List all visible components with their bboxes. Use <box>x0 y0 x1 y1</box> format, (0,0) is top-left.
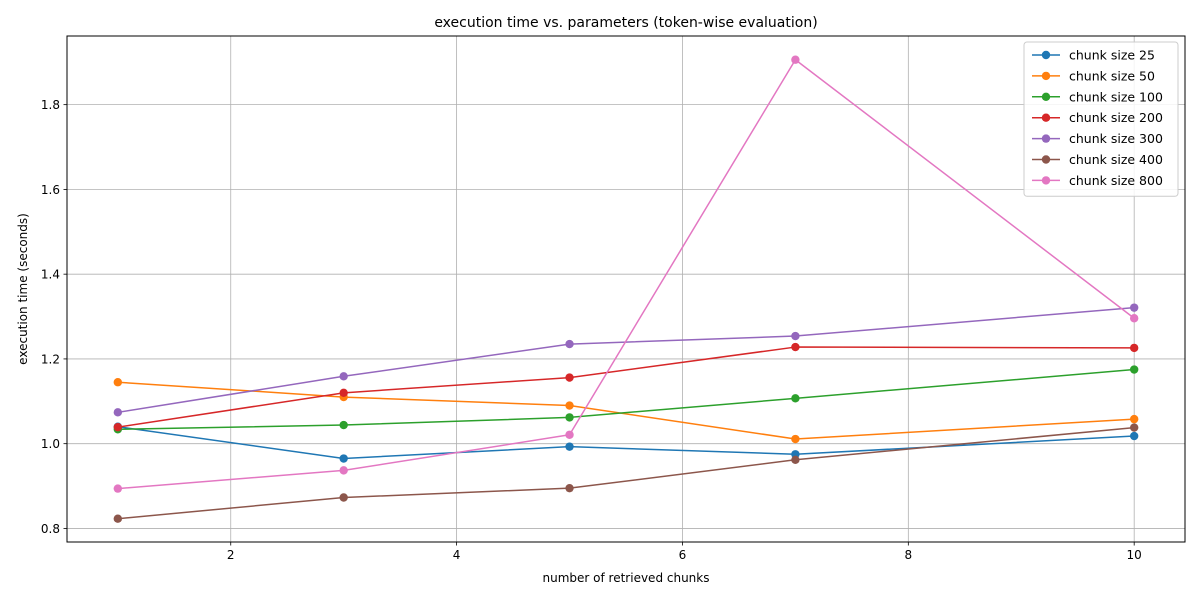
data-point <box>565 339 574 349</box>
legend-marker <box>1041 113 1051 122</box>
legend-entry: chunk size 400 <box>1032 152 1163 167</box>
data-point <box>113 378 123 387</box>
data-point <box>339 493 348 502</box>
data-point <box>791 394 800 403</box>
legend-marker <box>1041 71 1051 81</box>
data-point <box>1129 303 1139 312</box>
series-chunk-size-400 <box>113 423 1139 523</box>
y-axis-label: execution time (seconds) <box>16 213 30 365</box>
data-point <box>565 483 574 493</box>
data-point <box>113 484 123 493</box>
x-tick-label: 4 <box>453 548 461 562</box>
data-point <box>339 454 348 463</box>
y-tick-label: 1.8 <box>41 98 60 112</box>
data-point <box>791 55 800 64</box>
x-tick-label: 8 <box>905 548 913 562</box>
data-point <box>565 413 574 422</box>
x-tick-label: 6 <box>679 548 687 562</box>
legend-marker <box>1041 50 1051 60</box>
legend-label: chunk size 300 <box>1069 131 1163 146</box>
legend-label: chunk size 200 <box>1069 110 1163 125</box>
data-point <box>791 331 800 341</box>
data-point <box>791 342 800 352</box>
data-point <box>565 373 574 382</box>
data-point <box>1129 365 1139 374</box>
series-layer <box>113 55 1139 523</box>
x-tick-label: 10 <box>1127 548 1142 562</box>
series-chunk-size-300 <box>113 303 1139 417</box>
legend-entry: chunk size 100 <box>1032 89 1163 104</box>
data-point <box>113 408 123 417</box>
data-point <box>1129 314 1139 323</box>
data-point <box>339 466 348 475</box>
legend-marker <box>1041 155 1051 164</box>
data-point <box>791 455 800 464</box>
series-chunk-size-50 <box>113 378 1139 444</box>
chart-title: execution time vs. parameters (token-wis… <box>434 15 817 31</box>
data-point <box>113 514 123 523</box>
legend-entry: chunk size 50 <box>1032 68 1155 83</box>
data-point <box>565 430 574 439</box>
x-tick-label: 2 <box>227 548 235 562</box>
data-point <box>113 422 123 432</box>
plot-frame <box>66 35 1186 543</box>
y-tick-label: 1.0 <box>41 437 60 451</box>
data-point <box>565 442 574 451</box>
series-chunk-size-800 <box>113 55 1139 493</box>
series-chunk-size-100 <box>113 365 1139 434</box>
data-point <box>791 434 800 444</box>
data-point <box>339 420 348 430</box>
series-chunk-size-200 <box>113 342 1139 432</box>
data-point <box>1129 423 1139 432</box>
grid <box>67 36 1185 542</box>
legend-label: chunk size 400 <box>1069 152 1163 167</box>
data-point <box>565 401 574 410</box>
legend-marker <box>1041 92 1051 102</box>
legend-entry: chunk size 800 <box>1032 173 1163 188</box>
legend-label: chunk size 800 <box>1069 173 1163 188</box>
y-tick-label: 1.2 <box>41 352 60 366</box>
x-axis: 2 4 6 8 10 <box>227 542 1142 562</box>
legend-box <box>1023 41 1179 197</box>
legend-label: chunk size 50 <box>1069 68 1155 83</box>
legend-label: chunk size 25 <box>1069 48 1155 63</box>
data-point <box>1129 343 1139 353</box>
data-point <box>1129 414 1139 424</box>
legend-entry: chunk size 200 <box>1032 110 1163 125</box>
legend-label: chunk size 100 <box>1069 89 1163 104</box>
data-point <box>1129 431 1139 441</box>
y-axis: 0.8 1.0 1.2 1.4 1.6 1.8 <box>41 98 67 536</box>
legend-marker <box>1041 176 1051 185</box>
x-axis-label: number of retrieved chunks <box>543 571 710 585</box>
legend: chunk size 25 chunk size 50 chunk size 100… <box>1023 41 1179 197</box>
data-point <box>339 372 348 381</box>
y-tick-label: 1.4 <box>41 268 60 282</box>
y-tick-label: 0.8 <box>41 522 60 536</box>
legend-entry: chunk size 300 <box>1032 131 1163 146</box>
y-tick-label: 1.6 <box>41 183 60 197</box>
data-point <box>339 388 348 398</box>
legend-entry: chunk size 25 <box>1032 48 1155 63</box>
legend-marker <box>1041 134 1051 143</box>
